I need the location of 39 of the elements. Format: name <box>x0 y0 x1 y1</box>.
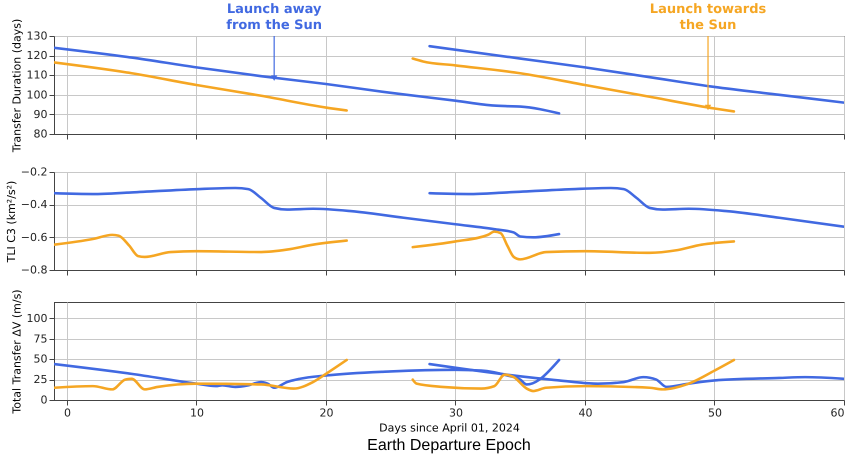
y-tick-label: 90 <box>34 108 48 121</box>
line-series <box>428 44 844 104</box>
annotation: Launch towards the Sun <box>650 2 766 33</box>
line-series <box>54 186 560 239</box>
y-tick-label: 25 <box>34 373 48 386</box>
line-series <box>411 230 736 261</box>
y-tick-label: −0.6 <box>20 230 48 244</box>
y-axis-title: TLI C3 (km²/s²) <box>4 180 18 264</box>
line-series <box>54 358 348 391</box>
y-tick-label: 100 <box>26 312 48 325</box>
x-axis-title: Days since April 01, 2024 <box>379 422 520 434</box>
x-tick-label: 60 <box>830 406 844 420</box>
y-tick-label: 0 <box>40 394 48 406</box>
y-tick-label: 110 <box>26 68 48 82</box>
line-series <box>54 234 348 258</box>
line-series <box>411 358 736 392</box>
y-tick-label: 75 <box>34 332 48 346</box>
y-tick-label: −0.2 <box>20 166 48 178</box>
y-tick-label: 130 <box>26 30 48 42</box>
line-series <box>54 61 348 112</box>
y-axis-title: Transfer Duration (days) <box>10 18 24 154</box>
x-tick-label: 50 <box>708 406 722 420</box>
y-tick-label: 100 <box>26 88 48 102</box>
x-tick-label: 10 <box>190 406 204 420</box>
y-tick-label: −0.4 <box>20 198 48 212</box>
annotation: Launch away from the Sun <box>226 2 322 33</box>
y-tick-label: −0.8 <box>20 264 48 276</box>
line-series <box>411 57 736 113</box>
x-tick-label: 20 <box>319 406 334 420</box>
x-tick-label: 30 <box>448 406 463 420</box>
line-series <box>428 186 844 228</box>
line-series <box>54 46 560 115</box>
x-tick-label: 0 <box>64 406 71 420</box>
y-tick-label: 80 <box>34 128 48 140</box>
y-axis-title: Total Transfer ΔV (m/s) <box>10 289 24 415</box>
y-tick-label: 50 <box>34 352 48 366</box>
y-tick-label: 120 <box>26 49 48 62</box>
text: Earth Departure Epoch <box>367 437 531 454</box>
x-tick-label: 40 <box>578 406 592 420</box>
